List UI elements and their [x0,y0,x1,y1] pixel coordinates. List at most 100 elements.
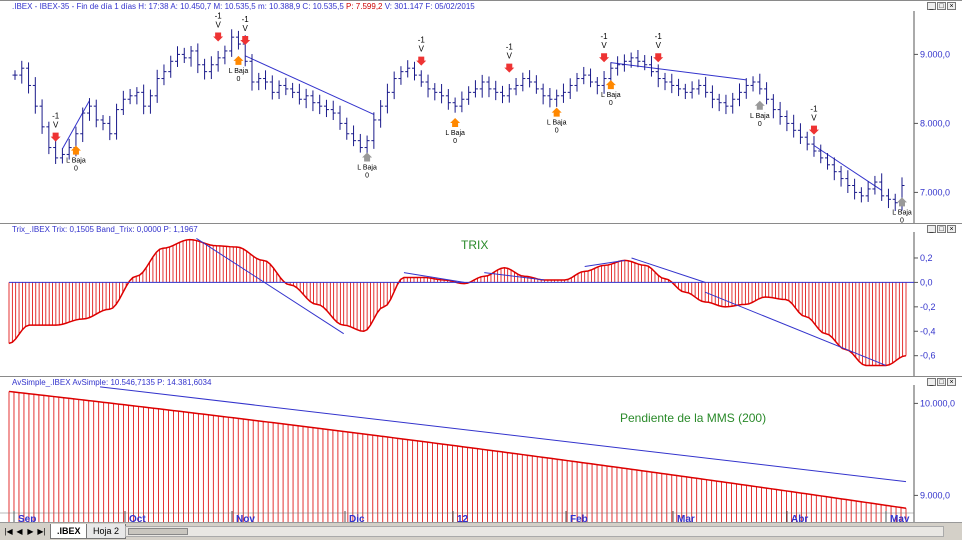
signal-sub: 0 [453,138,457,145]
sma-name: AvSimple_.IBEX [12,378,71,387]
signal-label: -1 [242,15,250,24]
x-tick-label: Dic [349,514,365,523]
sma-chart[interactable]: 10.000,0 9.000,0 Sep Oct Nov Dic 12 Feb Mar Abr Ma… [0,377,962,523]
price-y-tick-label: 8.000,0 [920,118,950,128]
signal-sub: 0 [555,128,559,135]
signal-sub: 0 [609,100,613,107]
signal-sub: 0 [236,76,240,83]
up-arrow-icon [551,107,562,117]
up-arrow-icon [450,118,461,128]
up-arrow-icon [362,152,373,162]
up-arrow-icon [754,100,765,110]
maximize-button[interactable]: □ [937,225,946,233]
price-change: P: 7.599,2 [346,2,383,11]
down-arrow-icon [50,132,61,142]
signal-marker: V [243,24,249,33]
signal-marker: V [811,114,817,123]
price-pane-title: .IBEX - IBEX-35 - Fin de día 1 días H: 1… [12,2,475,11]
price-trendline [61,100,90,150]
down-arrow-icon [416,56,427,66]
signal-label: -1 [601,32,609,41]
prev-sheet-button[interactable]: ◀ [16,527,23,536]
price-trendline [813,145,882,191]
x-tick-label: Sep [18,514,36,523]
signal-label: -1 [506,43,514,52]
down-arrow-icon [599,53,610,63]
down-arrow-icon [240,35,251,45]
x-tick-label: Mar [677,514,695,523]
trix-pane-title: Trix_.IBEX Trix: 0,1505 Band_Trix: 0,000… [12,225,198,234]
trix-values: Trix: 0,1505 Band_Trix: 0,0000 P: 1,1967 [52,225,198,234]
tab-hoja-2[interactable]: Hoja 2 [86,524,127,539]
tab-ibex[interactable]: .IBEX [50,524,88,539]
signal-marker: V [53,121,59,130]
x-tick-label: Abr [791,514,808,523]
minimize-button[interactable]: _ [927,378,936,386]
trix-y-tick-label: -0,4 [920,326,936,336]
price-pane[interactable]: .IBEX - IBEX-35 - Fin de día 1 días H: 1… [0,0,962,224]
signal-label: L Baja [601,92,621,99]
first-sheet-button[interactable]: |◀ [4,527,13,536]
trix-pane-window-buttons: _ □ × [927,225,956,233]
sma-pane-window-buttons: _ □ × [927,378,956,386]
close-button[interactable]: × [947,378,956,386]
next-sheet-button[interactable]: ▶ [27,527,34,536]
price-y-tick-label: 9.000,0 [920,49,950,59]
trix-y-tick-label: -0,6 [920,351,936,361]
close-button[interactable]: × [947,2,956,10]
sma-pane-title: AvSimple_.IBEX AvSimple: 10.546,7135 P: … [12,378,211,387]
trix-chart[interactable]: 0,2 0,0 -0,2 -0,4 -0,6 [0,224,962,377]
minimize-button[interactable]: _ [927,225,936,233]
price-volume-date: V: 301.147 F: 05/02/2015 [384,2,475,11]
down-arrow-icon [653,53,664,63]
signal-label: L Baja [357,165,377,172]
sma-trendline [99,386,907,483]
horizontal-scrollbar[interactable] [125,526,944,537]
sma-label: AvSimple: [72,378,109,387]
sma-pane[interactable]: AvSimple_.IBEX AvSimple: 10.546,7135 P: … [0,376,962,523]
trix-name: Trix_.IBEX [12,225,50,234]
down-arrow-icon [808,125,819,135]
x-tick-label: 12 [457,514,469,523]
sheet-tab-bar: |◀ ◀ ▶ ▶| .IBEX Hoja 2 [0,522,962,540]
sma-y-tick-label: 10.000,0 [920,398,955,408]
price-trendline [610,62,747,81]
trix-note: TRIX [461,238,489,252]
signal-label: -1 [810,105,818,114]
sma-y-tick-label: 9.000,0 [920,490,950,500]
signal-label: L Baja [750,113,770,120]
maximize-button[interactable]: □ [937,2,946,10]
signal-sub: 0 [900,217,904,224]
trix-trendline [196,238,344,335]
last-sheet-button[interactable]: ▶| [37,527,46,536]
maximize-button[interactable]: □ [937,378,946,386]
signal-sub: 0 [365,173,369,180]
trix-trendline [584,259,625,268]
x-tick-label: May [890,514,910,523]
signal-label: L Baja [445,130,465,137]
trix-y-tick-label: 0,2 [920,253,933,263]
close-button[interactable]: × [947,225,956,233]
scrollbar-thumb[interactable] [128,528,188,535]
signal-label: -1 [215,12,223,21]
up-arrow-icon [605,80,616,90]
signal-label: -1 [418,36,426,45]
trix-trendline [484,272,545,281]
up-arrow-icon [897,197,907,207]
minimize-button[interactable]: _ [927,2,936,10]
signal-label: L Baja [66,158,86,165]
price-trendline [245,55,375,115]
signal-label: L Baja [229,68,249,75]
signal-label: -1 [655,32,663,41]
x-tick-label: Feb [570,514,588,523]
sma-values: 10.546,7135 P: 14.381,6034 [110,378,212,387]
trix-trendline [704,291,887,366]
signal-marker: V [601,41,607,50]
trix-pane[interactable]: Trix_.IBEX Trix: 0,1505 Band_Trix: 0,000… [0,223,962,377]
trix-line [8,238,907,367]
sma-line [8,390,907,510]
signal-sub: 0 [758,121,762,128]
trix-y-tick-label: -0,2 [920,302,936,312]
signal-label: L Baja [547,120,567,127]
